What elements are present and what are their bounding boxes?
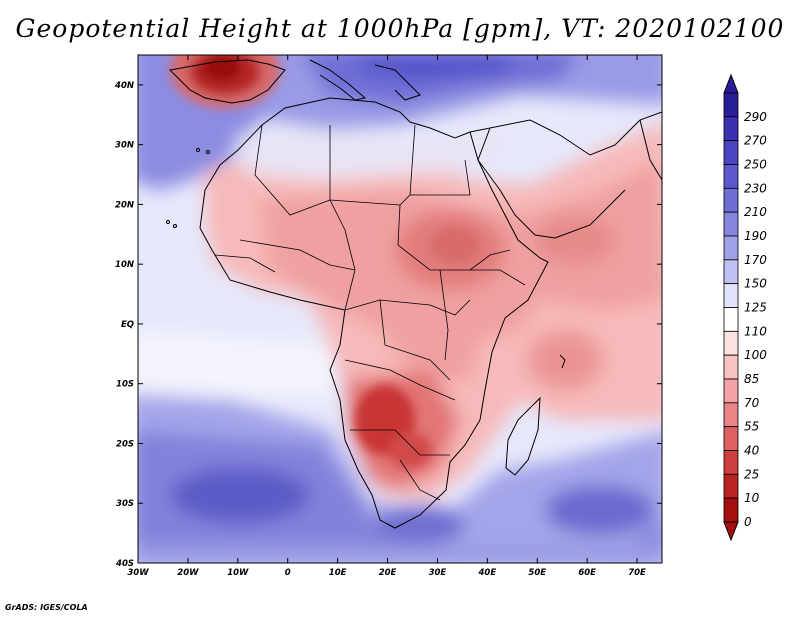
y-tick-label: 40N xyxy=(114,81,134,91)
x-tick-label: 70E xyxy=(628,568,646,578)
colorbar-label: 210 xyxy=(744,205,767,219)
colorbar-label: 190 xyxy=(744,229,767,243)
y-tick-label: 20S xyxy=(116,439,134,449)
colorbar-label: 40 xyxy=(744,444,760,458)
y-tick-label: 20N xyxy=(115,200,134,210)
colorbar-label: 290 xyxy=(744,110,767,124)
colorbar-swatch xyxy=(723,140,739,165)
x-tick-label: 20E xyxy=(379,568,397,578)
colorbar: 2902702502302101901701501251101008570554… xyxy=(723,73,767,542)
y-tick-label: 10S xyxy=(116,380,134,390)
colorbar-swatch xyxy=(723,450,739,475)
colorbar-swatch xyxy=(723,211,739,237)
y-tick-label: EQ xyxy=(121,320,134,330)
colorbar-label: 270 xyxy=(744,134,767,148)
country-borders xyxy=(214,124,526,501)
x-tick-label: 30E xyxy=(429,568,447,578)
colorbar-swatch xyxy=(723,426,739,451)
x-tick-label: 60E xyxy=(578,568,596,578)
colorbar-label: 0 xyxy=(744,515,752,529)
colorbar-label: 230 xyxy=(744,181,767,195)
y-tick-label: 10N xyxy=(115,260,134,270)
colorbar-top-arrow xyxy=(723,73,739,94)
colorbar-label: 85 xyxy=(744,372,759,386)
colorbar-swatch xyxy=(723,330,739,356)
colorbar-swatch xyxy=(723,187,739,213)
map-title: Geopotential Height at 1000hPa [gpm], VT… xyxy=(15,14,785,43)
x-tick-label: 50E xyxy=(528,568,546,578)
y-tick-label: 40S xyxy=(115,559,134,569)
colorbar-label: 170 xyxy=(744,253,767,267)
colorbar-swatch xyxy=(723,116,739,142)
colorbar-swatch xyxy=(723,283,739,308)
colorbar-label: 110 xyxy=(744,324,767,338)
colorbar-label: 150 xyxy=(744,277,767,291)
colorbar-swatch xyxy=(723,164,739,189)
colorbar-bottom-arrow xyxy=(723,521,739,542)
colorbar-label: 25 xyxy=(744,467,759,481)
y-tick-label: 30N xyxy=(115,141,134,151)
colorbar-swatch xyxy=(723,378,739,404)
colorbar-swatch xyxy=(723,259,739,285)
colorbar-swatch xyxy=(723,402,739,428)
map-frame xyxy=(137,54,663,564)
colorbar-swatch xyxy=(723,354,739,380)
colorbar-label: 55 xyxy=(744,420,759,434)
y-tick-label: 30S xyxy=(116,499,134,509)
colorbar-label: 70 xyxy=(744,396,760,410)
colorbar-label: 125 xyxy=(744,301,767,315)
colorbar-label: 250 xyxy=(744,158,767,172)
colorbar-swatch xyxy=(723,92,739,118)
x-tick-label: 10E xyxy=(329,568,347,578)
colorbar-swatch xyxy=(723,307,739,332)
colorbar-label: 10 xyxy=(744,491,760,505)
x-tick-label: 0 xyxy=(285,568,291,578)
x-tick-label: 10W xyxy=(227,568,249,578)
colorbar-swatch xyxy=(723,235,739,261)
x-tick-label: 20W xyxy=(177,568,199,578)
coastlines xyxy=(166,59,662,529)
credit-label: GrADS: IGES/COLA xyxy=(5,603,88,612)
x-tick-label: 30W xyxy=(127,568,149,578)
colorbar-swatch xyxy=(723,497,739,523)
axis-ticks: 30W 20W 10W 0 10E 20E 30E 40E 50E 60E 70E 40N 30N 20N… xyxy=(114,55,662,578)
colorbar-swatch xyxy=(723,473,739,499)
colorbar-label: 100 xyxy=(744,348,767,362)
x-tick-label: 40E xyxy=(478,568,497,578)
height-field xyxy=(138,55,662,563)
